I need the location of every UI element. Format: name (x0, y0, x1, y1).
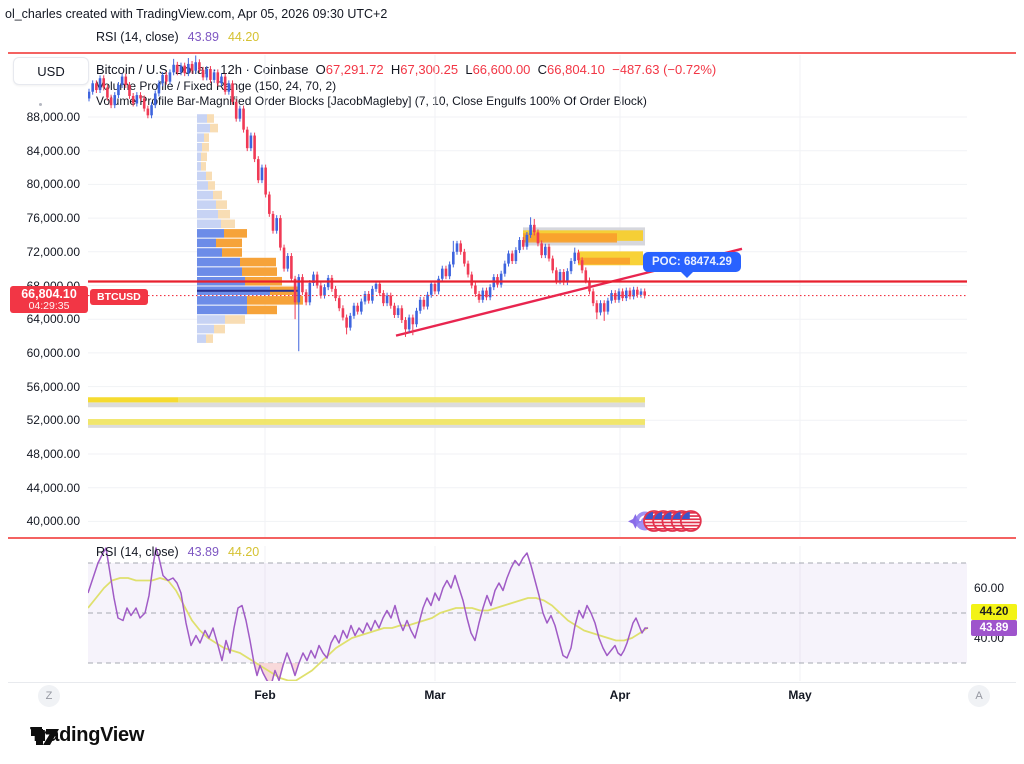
rsi-bottom-ma-value: 44.20 (227, 545, 260, 559)
close-label: C (537, 62, 548, 77)
rsi-top-value: 43.89 (187, 30, 219, 44)
change-value: −487.63 (−0.72%) (612, 62, 717, 77)
low-value: 66,600.00 (472, 62, 531, 77)
open-value: 67,291.72 (325, 62, 384, 77)
rsi-bottom-legend-label: RSI (14, close) (96, 545, 179, 559)
rsi-bottom-value: 43.89 (187, 545, 219, 559)
close-value: 66,804.10 (547, 62, 605, 77)
price-tick: 84,000.00 (26, 143, 80, 158)
price-tick: 52,000.00 (26, 413, 80, 428)
ticker-tag: BTCUSD (90, 289, 148, 305)
currency-scale-button[interactable]: USD (13, 57, 89, 85)
timezone-button[interactable]: Z (38, 685, 60, 707)
price-tick: 72,000.00 (26, 244, 80, 259)
time-axis-border (8, 682, 1016, 683)
price-tick: 64,000.00 (26, 312, 80, 327)
chart-credit: ol_charles created with TradingView.com,… (5, 7, 388, 21)
symbol-legend[interactable]: Bitcoin / U.S. Dollar · 12h · Coinbase O… (96, 62, 716, 77)
high-value: 67,300.25 (400, 62, 459, 77)
scale-collapsed-dot (39, 103, 42, 106)
rsi-scale-60: 60.00 (974, 581, 1005, 595)
tradingview-logo[interactable]: TradingView (30, 724, 144, 747)
current-price-label: 66,804.10 04:29:35 (10, 286, 88, 313)
open-label: O (315, 62, 326, 77)
bar-countdown: 04:29:35 (28, 300, 70, 312)
high-label: H (390, 62, 401, 77)
price-tick: 40,000.00 (26, 514, 80, 529)
pane-separator-bottom[interactable] (8, 537, 1016, 539)
price-tick: 56,000.00 (26, 379, 80, 394)
time-axis-label-apr: Apr (609, 688, 631, 702)
rsi-top-ma-value: 44.20 (227, 30, 260, 44)
rsi-value-badge: 43.89 (971, 620, 1017, 636)
time-axis-label-may: May (788, 688, 812, 702)
symbol-title: Bitcoin / U.S. Dollar · 12h · Coinbase (96, 62, 309, 77)
time-axis-label-mar: Mar (424, 688, 446, 702)
price-tick: 76,000.00 (26, 211, 80, 226)
rsi-top-legend-label: RSI (14, close) (96, 30, 179, 44)
poc-callout[interactable]: POC: 68474.29 (643, 252, 741, 278)
low-label: L (465, 62, 473, 77)
auto-scale-button[interactable]: A (968, 685, 990, 707)
price-tick: 88,000.00 (26, 110, 80, 124)
rsi-bottom-legend[interactable]: RSI (14, close) 43.89 44.20 (96, 545, 259, 559)
price-tick: 44,000.00 (26, 480, 80, 495)
flag-doodle (628, 510, 702, 532)
current-price-value: 66,804.10 (21, 287, 77, 301)
tradingview-logo-icon (31, 729, 59, 745)
price-tick: 80,000.00 (26, 177, 80, 192)
time-axis-label-feb: Feb (254, 688, 276, 702)
indicator-legend-volume-profile[interactable]: Volume Profile / Fixed Range (150, 24, 7… (96, 79, 337, 93)
rsi-top-legend[interactable]: RSI (14, close) 43.89 44.20 (96, 30, 259, 44)
pane-separator-top[interactable] (8, 52, 1016, 54)
rsi-ma-badge: 44.20 (971, 604, 1017, 620)
price-tick: 60,000.00 (26, 345, 80, 360)
price-tick: 48,000.00 (26, 447, 80, 461)
